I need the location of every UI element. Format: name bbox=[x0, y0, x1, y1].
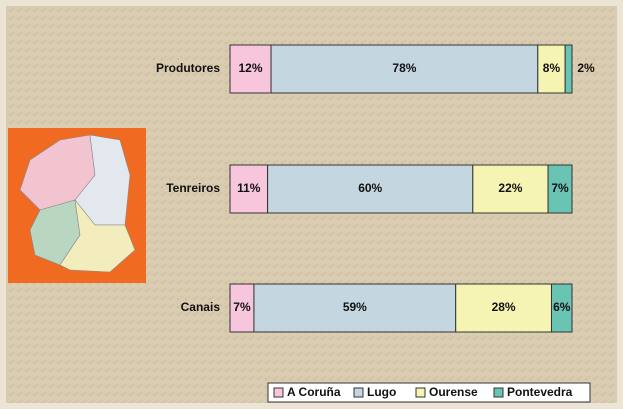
value-label: 78% bbox=[392, 61, 416, 75]
legend-label: Ourense bbox=[429, 385, 478, 399]
value-label: 60% bbox=[358, 181, 382, 195]
bar-segment bbox=[547, 164, 573, 214]
value-label: 6% bbox=[553, 300, 571, 314]
value-label: 7% bbox=[551, 181, 569, 195]
bar-segment bbox=[229, 164, 269, 214]
legend-label: Pontevedra bbox=[507, 385, 573, 399]
value-label: 2% bbox=[577, 61, 595, 75]
value-label: 11% bbox=[237, 181, 261, 195]
legend-label: Lugo bbox=[367, 385, 396, 399]
bar-segment bbox=[270, 44, 539, 94]
legend-box bbox=[267, 382, 591, 403]
bar-segment bbox=[267, 164, 474, 214]
value-label: 7% bbox=[233, 300, 251, 314]
value-label: 28% bbox=[492, 300, 516, 314]
legend: A Coruña Lugo Ourense Pontevedra bbox=[267, 382, 591, 403]
category-label: Tenreiros bbox=[166, 181, 220, 195]
bar-segment bbox=[253, 283, 457, 333]
bar-segment bbox=[564, 44, 573, 94]
legend-swatch bbox=[273, 387, 284, 398]
legend-swatch bbox=[353, 387, 364, 398]
bar-segment bbox=[472, 164, 549, 214]
legend-swatch bbox=[415, 387, 426, 398]
value-label: 22% bbox=[498, 181, 522, 195]
value-label: 12% bbox=[239, 61, 263, 75]
category-label: Produtores bbox=[156, 61, 220, 75]
map bbox=[8, 128, 146, 283]
legend-swatch bbox=[493, 387, 504, 398]
category-label: Canais bbox=[181, 300, 221, 314]
bar-segment bbox=[550, 283, 573, 333]
legend-label: A Coruña bbox=[287, 385, 341, 399]
value-label: 8% bbox=[543, 61, 561, 75]
value-label: 59% bbox=[343, 300, 367, 314]
bar-segment bbox=[537, 44, 566, 94]
bar-segment bbox=[455, 283, 552, 333]
